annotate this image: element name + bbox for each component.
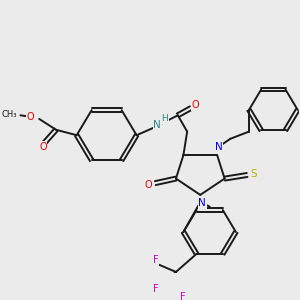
Text: O: O xyxy=(26,112,34,122)
Text: O: O xyxy=(39,142,47,152)
Text: CH₃: CH₃ xyxy=(1,110,17,119)
Text: N: N xyxy=(153,120,161,130)
Text: S: S xyxy=(250,169,257,179)
Text: O: O xyxy=(145,180,153,190)
Text: F: F xyxy=(152,255,158,265)
Text: N: N xyxy=(215,142,223,152)
Text: O: O xyxy=(192,100,200,110)
Text: N: N xyxy=(198,198,206,208)
Text: H: H xyxy=(161,114,168,123)
Text: F: F xyxy=(180,292,185,300)
Text: F: F xyxy=(154,284,159,294)
